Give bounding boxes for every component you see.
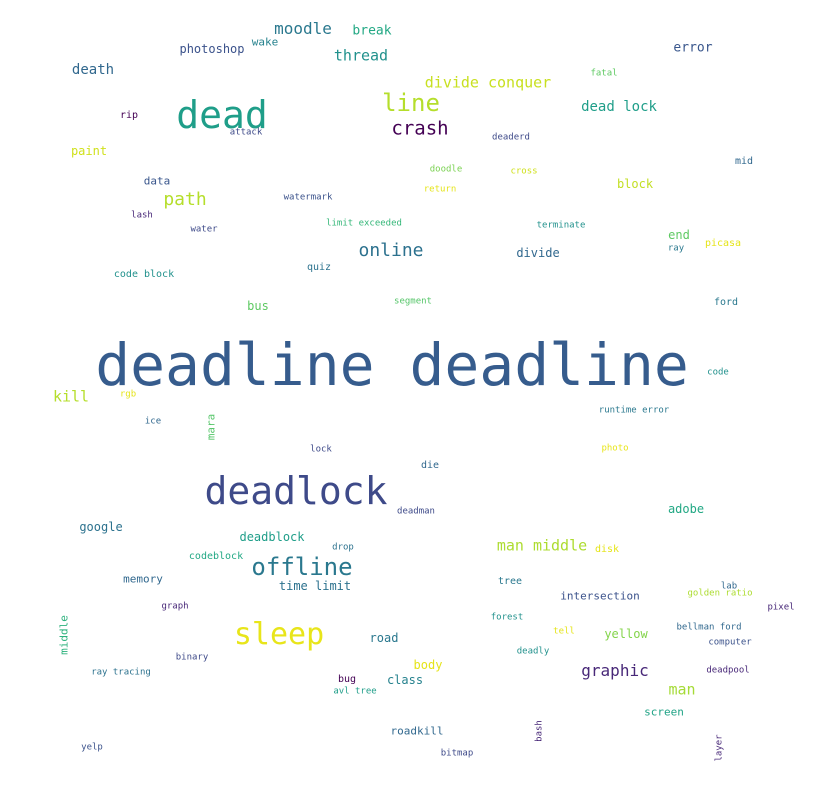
- word-photoshop: photoshop: [179, 42, 245, 56]
- word-deadman: deadman: [397, 506, 435, 517]
- word-runtime-error: runtime error: [598, 405, 670, 416]
- word-terminate: terminate: [536, 220, 586, 231]
- word-road: road: [369, 631, 399, 645]
- word-body: body: [413, 658, 443, 672]
- word-ice: ice: [144, 416, 162, 427]
- word-deadline-deadline: deadline deadline: [95, 331, 689, 399]
- word-codeblock: codeblock: [188, 551, 244, 562]
- word-attack: attack: [229, 127, 263, 138]
- word-picasa: picasa: [704, 238, 742, 249]
- word-adobe: adobe: [667, 502, 705, 516]
- word-mara: mara: [204, 413, 218, 441]
- word-block: block: [616, 177, 654, 191]
- word-intersection: intersection: [560, 589, 640, 603]
- word-deadlock: deadlock: [204, 469, 388, 513]
- word-error: error: [673, 40, 713, 56]
- word-bellman-ford: bellman ford: [676, 622, 742, 633]
- word-offline: offline: [251, 553, 353, 581]
- word-paint: paint: [70, 144, 108, 158]
- word-ray: ray: [667, 243, 685, 254]
- word-rgb: rgb: [119, 389, 137, 400]
- word-deadly: deadly: [516, 646, 550, 657]
- word-line: line: [382, 89, 440, 117]
- word-water: water: [190, 224, 218, 235]
- word-disk: disk: [594, 544, 620, 555]
- word-layer: layer: [714, 734, 725, 762]
- word-rip: rip: [119, 110, 139, 121]
- word-moodle: moodle: [274, 19, 332, 38]
- word-ford: ford: [713, 297, 739, 308]
- word-die: die: [420, 460, 440, 471]
- word-roadkill: roadkill: [390, 724, 444, 738]
- word-cross: cross: [510, 166, 538, 177]
- word-mid: mid: [734, 156, 754, 167]
- word-graphic: graphic: [581, 661, 649, 680]
- word-man-middle: man middle: [496, 536, 588, 555]
- word-screen: screen: [644, 705, 684, 719]
- word-sleep: sleep: [233, 617, 325, 652]
- word-code: code: [707, 367, 729, 378]
- word-wake: wake: [251, 35, 279, 49]
- word-ray-tracing: ray tracing: [91, 667, 151, 678]
- word-crash: crash: [391, 117, 449, 140]
- word-deadpool: deadpool: [706, 665, 750, 676]
- word-forest: forest: [490, 612, 524, 623]
- word-doodle: doodle: [429, 164, 463, 175]
- word-dead-lock: dead lock: [581, 99, 657, 115]
- word-graph: graph: [161, 601, 189, 612]
- word-tree: tree: [497, 576, 523, 587]
- word-deaderd: deaderd: [492, 132, 530, 143]
- word-lab: lab: [720, 581, 738, 592]
- word-drop: drop: [332, 542, 354, 553]
- word-death: death: [71, 62, 115, 78]
- word-kill: kill: [52, 387, 90, 406]
- word-online: online: [358, 240, 424, 261]
- word-binary: binary: [175, 652, 209, 663]
- word-return: return: [423, 184, 457, 195]
- word-watermark: watermark: [283, 192, 333, 203]
- word-photo: photo: [601, 443, 629, 454]
- word-code-block: code block: [113, 269, 175, 280]
- word-bug: bug: [337, 674, 357, 685]
- word-man: man: [668, 680, 696, 699]
- word-yelp: yelp: [81, 742, 103, 753]
- word-quiz: quiz: [306, 262, 332, 273]
- word-segment: segment: [394, 296, 432, 307]
- word-break: break: [352, 23, 392, 39]
- word-class: class: [386, 673, 424, 687]
- word-bus: bus: [247, 299, 269, 313]
- word-time-limit: time limit: [278, 579, 352, 593]
- word-fatal: fatal: [590, 68, 618, 79]
- word-tell: tell: [553, 626, 575, 637]
- word-pixel: pixel: [767, 602, 795, 613]
- word-bash: bash: [534, 720, 545, 742]
- word-thread: thread: [333, 46, 389, 65]
- word-end: end: [668, 228, 690, 242]
- word-dead: dead: [176, 93, 268, 137]
- word-divide-conquer: divide conquer: [424, 73, 552, 92]
- word-path: path: [163, 189, 207, 210]
- word-avl-tree: avl tree: [333, 686, 377, 697]
- word-google: google: [79, 520, 123, 534]
- word-bitmap: bitmap: [440, 748, 474, 759]
- word-middle: middle: [57, 615, 71, 655]
- word-data: data: [143, 174, 171, 188]
- word-divide: divide: [516, 246, 560, 260]
- word-yellow: yellow: [604, 627, 648, 641]
- word-memory: memory: [123, 572, 163, 586]
- word-computer: computer: [708, 637, 752, 648]
- word-deadblock: deadblock: [239, 530, 305, 544]
- word-golden-ratio: golden ratio: [687, 588, 753, 599]
- word-lash: lash: [131, 210, 153, 221]
- word-limit-exceeded: limit exceeded: [326, 218, 402, 229]
- word-lock: lock: [310, 444, 332, 455]
